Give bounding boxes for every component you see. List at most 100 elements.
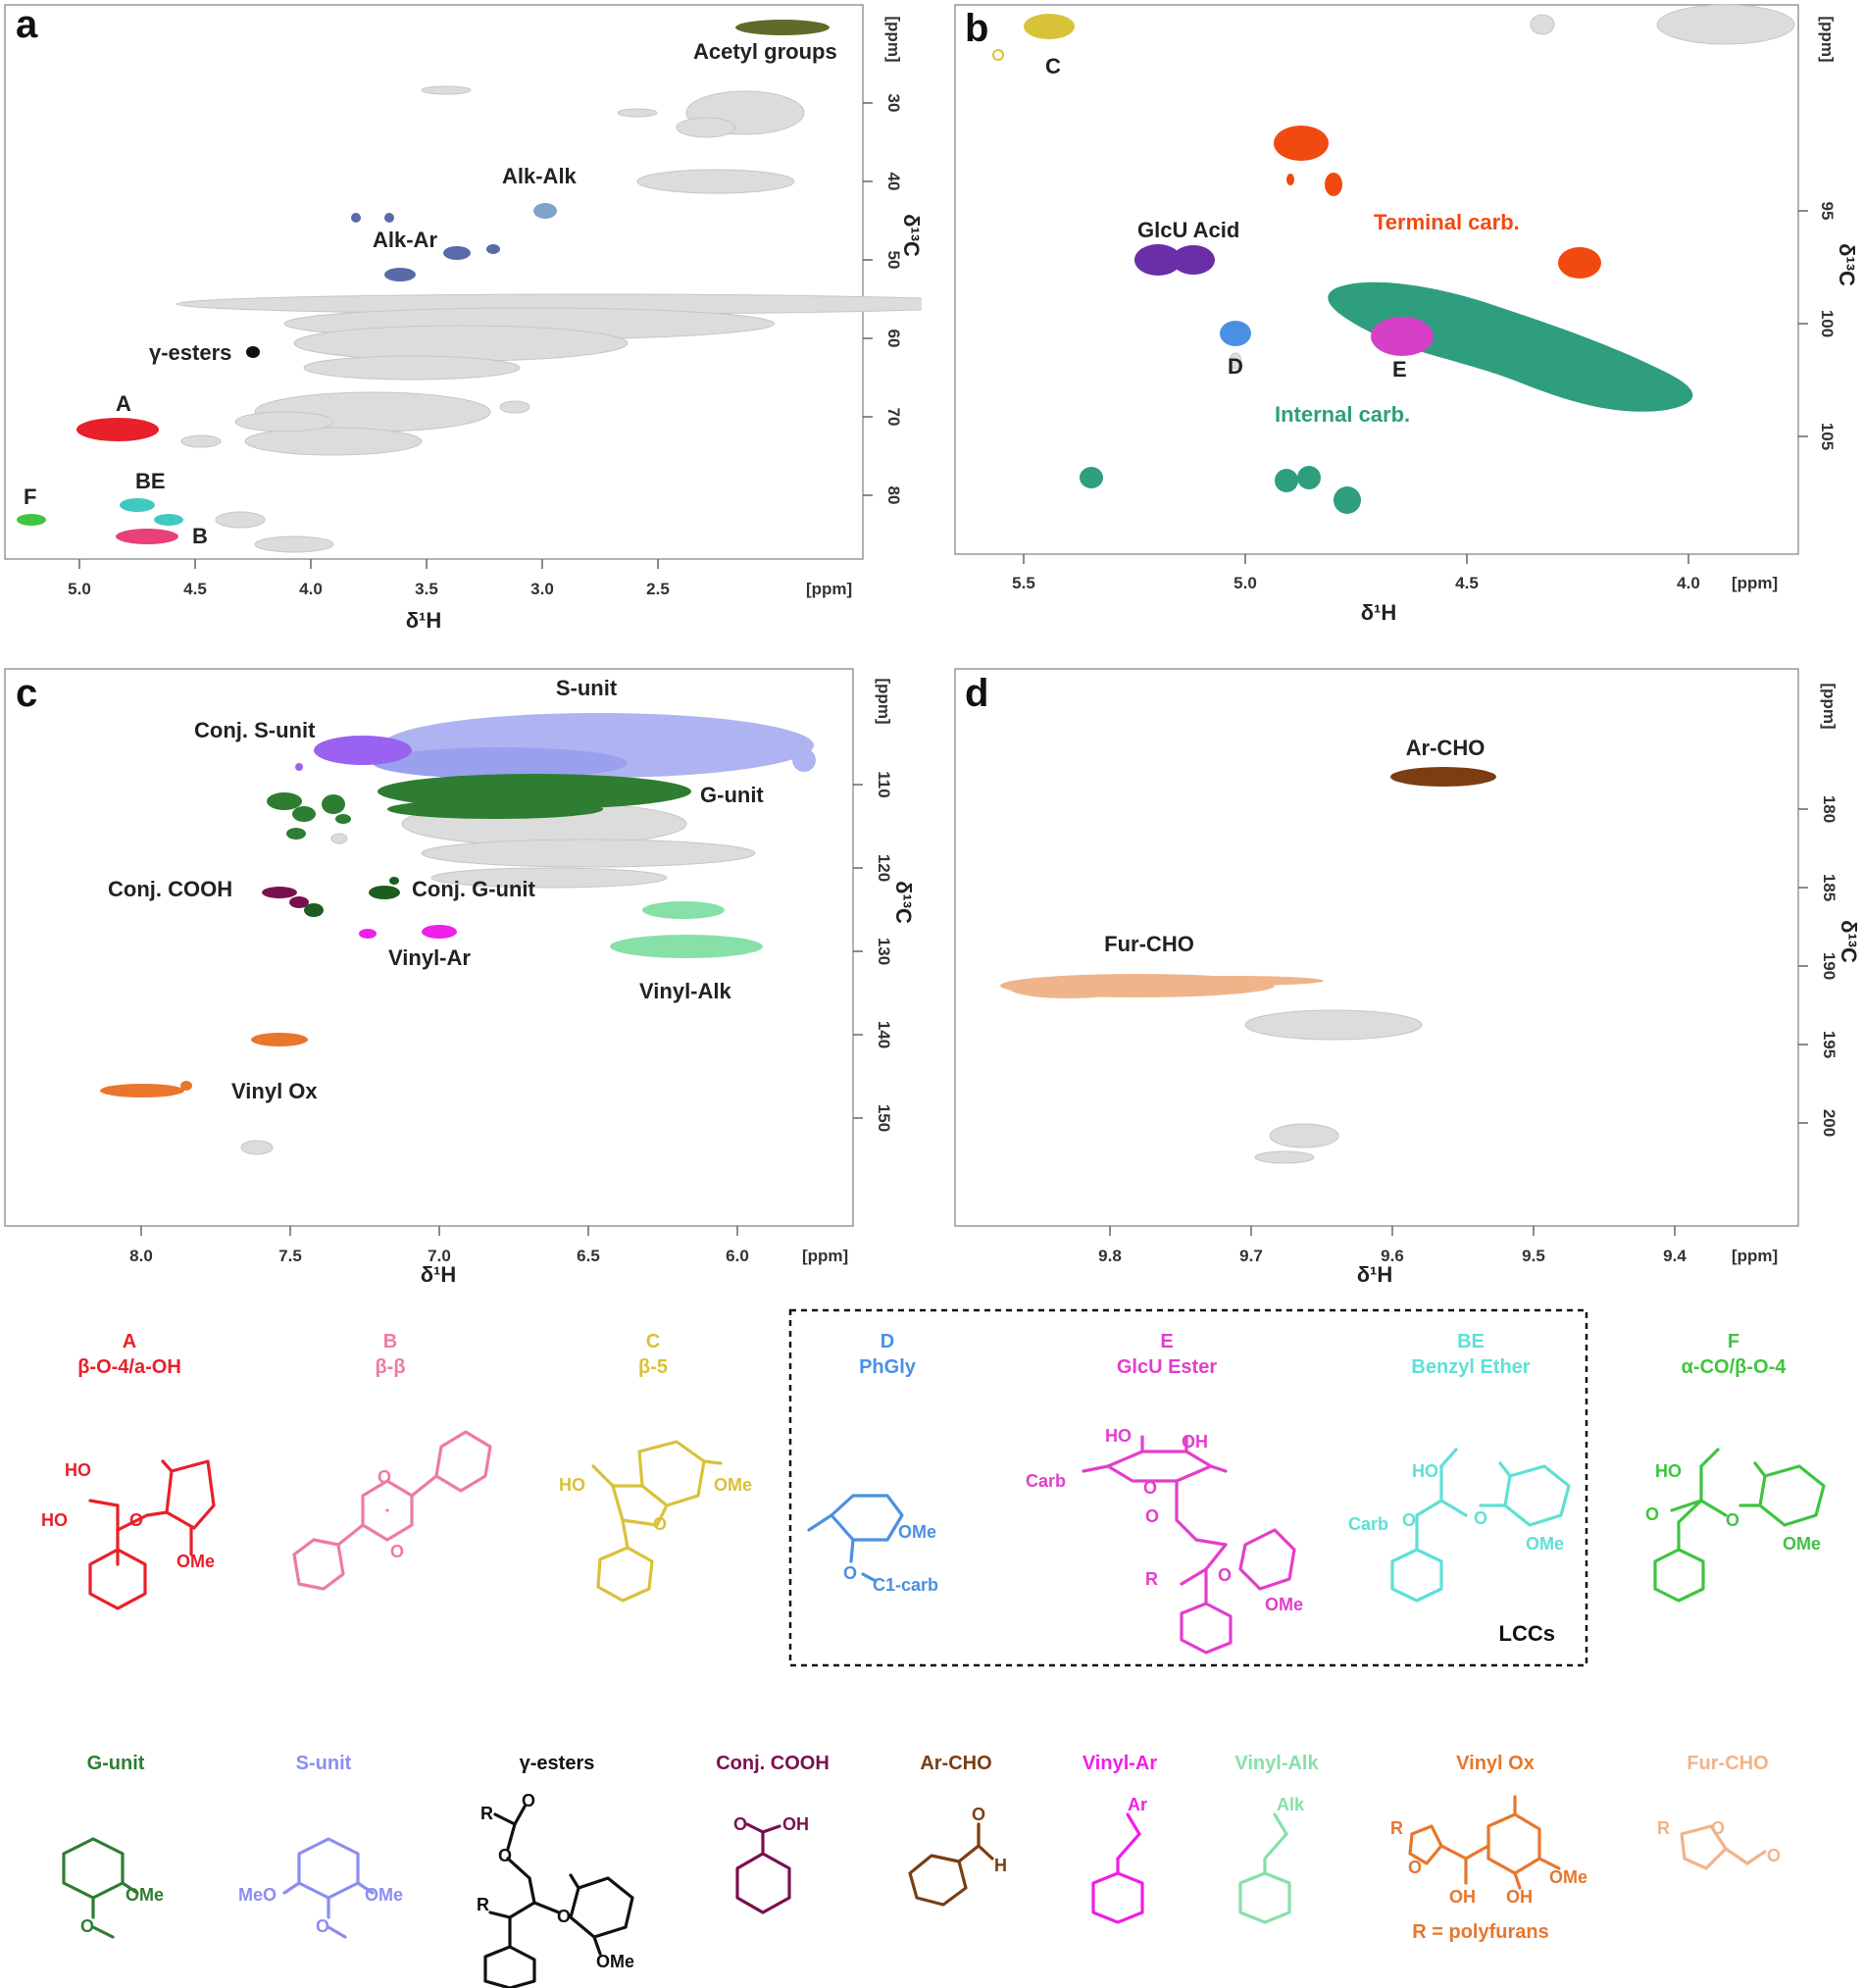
structure-name: GlcU Ester	[1117, 1356, 1217, 1378]
x-tick: 2.5	[646, 580, 670, 598]
structure-ar-cho: Ar-CHO O H	[908, 1753, 1007, 1907]
atom-ome: OMe	[365, 1885, 403, 1905]
atom-ome: OMe	[1526, 1534, 1564, 1554]
y-tick: 195	[1820, 1031, 1838, 1058]
panel-d-y-axis: 180 185 190 195 200 [ppm] δ¹³C	[1798, 683, 1861, 1137]
atom-o: O	[1143, 1478, 1157, 1498]
x-tick: 4.0	[1677, 574, 1700, 592]
atom-ome: OMe	[1783, 1534, 1821, 1554]
peak-label-terminal-carb: Terminal carb.	[1374, 210, 1520, 234]
y-tick: 185	[1820, 874, 1838, 901]
atom-r: R	[1657, 1818, 1670, 1838]
peak-label-g-unit: G-unit	[700, 783, 764, 807]
panel-a-y-axis: 30 40 50 60 70 80 [ppm] δ¹³C	[863, 16, 922, 504]
structure-vinyl-alk: Vinyl-Alk Alk	[1234, 1753, 1319, 1924]
peak-label-d: D	[1228, 354, 1243, 379]
structure-c: C β-5 HO OMe O	[559, 1331, 752, 1603]
panel-d-spectrum: d Ar-CHO Fur-CHO 9.8 9.7 9.6 9.5 9.4 [pp…	[954, 668, 1861, 1287]
atom-r: R	[477, 1895, 489, 1914]
x-tick: 3.0	[530, 580, 554, 598]
x-tick: 6.5	[577, 1247, 600, 1265]
x-tick: 6.0	[726, 1247, 749, 1265]
x-tick: 8.0	[129, 1247, 153, 1265]
y-tick: 190	[1820, 952, 1838, 980]
atom-ome: OMe	[714, 1475, 752, 1495]
structure-name: β-β	[375, 1356, 405, 1378]
atom-alk: Alk	[1277, 1795, 1305, 1814]
peak-label-vinyl-alk: Vinyl-Alk	[639, 979, 732, 1003]
atom-oh: OH	[1449, 1887, 1476, 1907]
panel-b-background-contours	[1229, 4, 1795, 370]
panel-c-colored-peaks	[100, 713, 816, 1097]
atom-o: O	[316, 1916, 329, 1936]
atom-ome: OMe	[176, 1552, 215, 1571]
structure-letter: C	[646, 1331, 660, 1352]
x-unit: [ppm]	[802, 1247, 848, 1265]
atom-o: O	[733, 1814, 747, 1834]
y-tick: 120	[875, 854, 893, 882]
atom-r: R	[1145, 1569, 1158, 1589]
panel-a-background-contours	[176, 85, 922, 553]
atom-o: O	[80, 1916, 94, 1936]
atom-oh: OH	[1182, 1432, 1208, 1452]
structure-gamma-esters: γ-esters R O O R O OMe	[477, 1753, 634, 1988]
x-axis-title: δ¹H	[1361, 600, 1397, 625]
y-tick: 130	[875, 938, 893, 965]
structure-d: D PhGly OMe O C1-carb	[807, 1331, 938, 1595]
structure-name: G-unit	[87, 1753, 145, 1774]
atom-ar: Ar	[1128, 1795, 1147, 1814]
atom-carb: Carb	[1026, 1471, 1066, 1491]
y-tick: 150	[875, 1104, 893, 1132]
structure-vinyl-ar: Vinyl-Ar Ar	[1083, 1753, 1158, 1924]
atom-o: O	[378, 1467, 391, 1487]
peak-label-a: A	[116, 391, 131, 416]
y-tick: 50	[884, 251, 903, 270]
peak-label-vinyl-ar: Vinyl-Ar	[388, 945, 471, 970]
atom-o: O	[1711, 1818, 1725, 1838]
x-tick: 4.5	[183, 580, 207, 598]
atom-r: R	[480, 1804, 493, 1823]
structure-a: A β-O-4/a-OH HO HO O OMe	[41, 1331, 216, 1610]
structure-s-unit: S-unit MeO OMe O	[238, 1753, 403, 1939]
atom-o: O	[129, 1510, 143, 1530]
x-tick: 9.4	[1663, 1247, 1687, 1265]
x-tick: 5.0	[1234, 574, 1257, 592]
structure-be: BE Benzyl Ether HO Carb O O OMe	[1348, 1331, 1571, 1603]
peak-label-e: E	[1392, 357, 1407, 382]
y-tick: 80	[884, 486, 903, 505]
panel-d-colored-peaks	[1000, 767, 1496, 998]
y-unit: [ppm]	[875, 678, 893, 724]
structure-conj-cooh: Conj. COOH O OH	[716, 1753, 830, 1914]
panel-c-y-axis: 110 120 130 140 150 [ppm] δ¹³C	[853, 678, 916, 1132]
peak-label-c: C	[1045, 54, 1061, 78]
peak-label-conj-g-unit: Conj. G-unit	[412, 877, 536, 901]
structure-name: α-CO/β-O-4	[1682, 1356, 1787, 1378]
panel-b-letter: b	[965, 7, 988, 50]
structure-fur-cho: Fur-CHO R O O	[1657, 1753, 1781, 1870]
peak-label-be: BE	[135, 469, 166, 493]
atom-ho: HO	[559, 1475, 585, 1495]
x-tick: 5.0	[68, 580, 91, 598]
atom-h: H	[994, 1856, 1007, 1875]
atom-oh: OH	[782, 1814, 809, 1834]
x-tick: 9.6	[1381, 1247, 1404, 1265]
y-tick: 110	[875, 771, 893, 797]
atom-o: O	[1767, 1846, 1781, 1865]
structure-letter: A	[123, 1331, 136, 1352]
structure-name: Vinyl-Ar	[1083, 1753, 1158, 1774]
atom-o: O	[557, 1907, 571, 1926]
structure-g-unit: G-unit OMe O	[62, 1753, 164, 1939]
atom-meo: MeO	[238, 1885, 277, 1905]
structure-letter: E	[1160, 1331, 1173, 1352]
y-tick: 60	[884, 330, 903, 348]
structure-name: S-unit	[296, 1753, 352, 1774]
atom-ome: OMe	[898, 1522, 936, 1542]
x-tick: 9.5	[1522, 1247, 1545, 1265]
atom-o: O	[390, 1542, 404, 1561]
atom-oh: OH	[1506, 1887, 1533, 1907]
atom-o: O	[972, 1805, 985, 1824]
atom-ho: HO	[41, 1510, 68, 1530]
atom-ho: HO	[1655, 1461, 1682, 1481]
atom-carb: Carb	[1348, 1514, 1388, 1534]
structure-name: β-5	[638, 1356, 668, 1378]
